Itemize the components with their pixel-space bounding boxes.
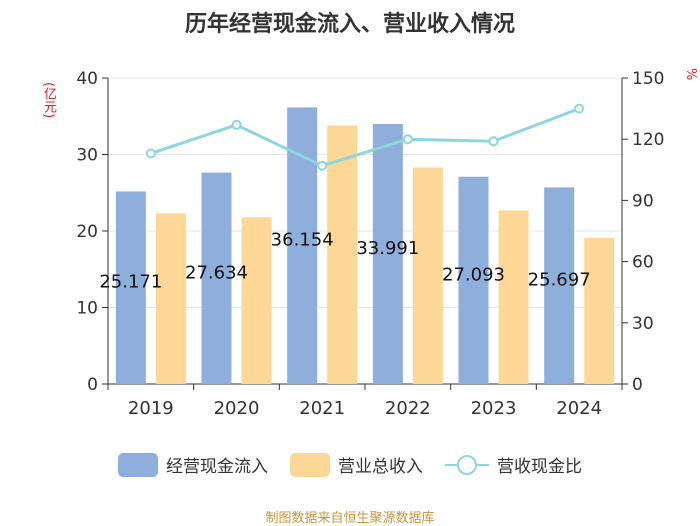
ratio-point-2024 [574,103,585,114]
x-tick-label-2024: 2024 [556,398,602,419]
right-axis-label: % [683,68,698,81]
bar-revenue-2022 [412,167,443,384]
bar-revenue-2023 [498,210,529,384]
source-note: 制图数据来自恒生聚源数据库 [265,511,435,526]
x-tick-label-2023: 2023 [471,398,517,419]
left-tick-label-0: 0 [87,375,98,395]
legend-item-revenue[interactable]: 营业总收入 [290,452,423,477]
ratio-line [150,107,580,168]
right-tick-label-2: 60 [632,253,654,273]
legend-swatch-revenue [290,452,330,477]
bar-cash-inflow-2019 [115,191,146,384]
bar-cash-inflow-2022 [372,123,403,385]
legend-swatch-ratio [445,453,489,477]
right-tick-label-1: 30 [632,314,654,334]
ratio-point-2022 [402,134,413,145]
right-tick-label-5: 150 [632,69,664,89]
legend-label-revenue: 营业总收入 [338,457,423,477]
data-label-cash-inflow-2019: 25.171 [99,272,162,293]
bar-cash-inflow-2021 [287,107,318,384]
x-tick-label-2022: 2022 [385,398,431,419]
legend-label-cash-inflow: 经营现金流入 [166,457,268,477]
data-label-cash-inflow-2022: 33.991 [356,238,419,259]
right-tick-label-3: 90 [632,191,654,211]
data-label-cash-inflow-2021: 36.154 [271,230,334,251]
bar-revenue-2024 [584,237,615,384]
bar-revenue-2019 [155,213,186,384]
data-label-cash-inflow-2020: 27.634 [185,262,248,283]
x-tick-label-2019: 2019 [128,398,174,419]
bar-revenue-2021 [327,125,358,385]
left-tick-label-3: 30 [76,146,98,166]
right-tick-label-0: 0 [632,375,643,395]
legend-label-ratio: 营收现金比 [497,457,582,477]
bar-cash-inflow-2024 [544,187,575,384]
ratio-point-2021 [317,160,328,171]
left-tick-label-4: 40 [76,69,98,89]
x-tick-label-2020: 2020 [214,398,260,419]
ratio-point-2023 [488,136,499,147]
legend: 经营现金流入 营业总收入 营收现金比 [0,452,700,477]
left-axis-label: (亿元) [41,82,56,119]
ratio-point-2020 [231,119,242,130]
left-tick-label-1: 10 [76,299,98,319]
x-tick-label-2021: 2021 [299,398,345,419]
bar-cash-inflow-2020 [201,172,232,384]
legend-item-ratio[interactable]: 营收现金比 [445,452,582,477]
bar-revenue-2020 [241,217,272,384]
legend-swatch-cash-inflow [118,452,158,477]
right-tick-label-4: 120 [632,130,664,150]
legend-item-cash-inflow[interactable]: 经营现金流入 [118,452,268,477]
ratio-point-2019 [145,148,156,159]
data-label-cash-inflow-2024: 25.697 [528,270,591,291]
left-tick-label-2: 20 [76,222,98,242]
chart-title: 历年经营现金流入、营业收入情况 [184,12,515,37]
bar-cash-inflow-2023 [458,176,489,384]
data-label-cash-inflow-2023: 27.093 [442,264,505,285]
